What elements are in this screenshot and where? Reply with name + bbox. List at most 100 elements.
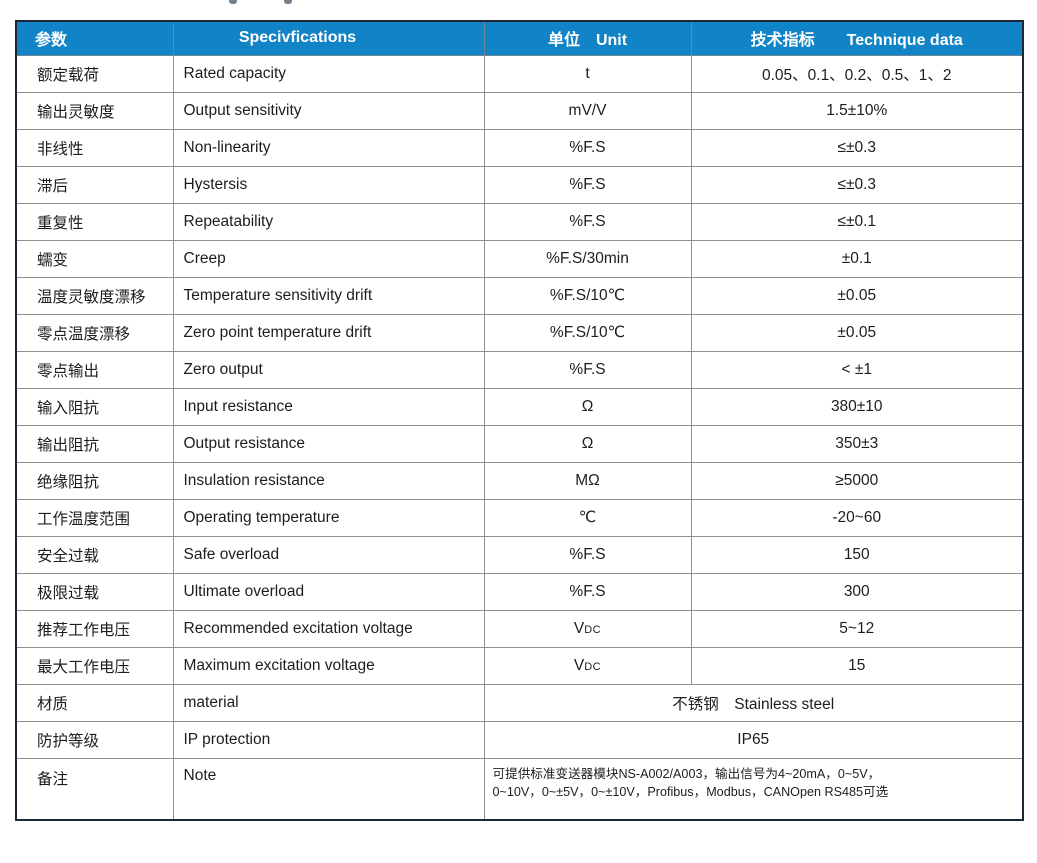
note-line-1: 可提供标准变送器模块NS-A002/A003，输出信号为4~20mA，0~5V， xyxy=(492,766,881,781)
param-en-cell: Ultimate overload xyxy=(172,572,485,611)
table-row-rated-capacity: 额定载荷 Rated capacity t 0.05、0.1、0.2、0.5、1… xyxy=(15,54,1024,93)
header-parameter: 参数 xyxy=(15,20,174,56)
param-cn-cell: 防护等级 xyxy=(15,720,174,759)
table-row-non-linearity: 非线性 Non-linearity %F.S ≤±0.3 xyxy=(15,128,1024,167)
param-cn-cell: 蠕变 xyxy=(15,239,174,278)
param-en-cell: Insulation resistance xyxy=(172,461,485,500)
table-row-maximum-excitation-voltage: 最大工作电压 Maximum excitation voltage VDC 15 xyxy=(15,646,1024,685)
unit-cell: Ω xyxy=(483,424,692,463)
table-row-repeatability: 重复性 Repeatability %F.S ≤±0.1 xyxy=(15,202,1024,241)
unit-main: V xyxy=(573,619,585,637)
clipped-heading-fragment xyxy=(284,0,292,4)
value-cell: ≤±0.3 xyxy=(690,165,1024,204)
unit-cell: VDC xyxy=(483,609,692,648)
param-en-cell: Input resistance xyxy=(172,387,485,426)
param-en-cell: material xyxy=(172,683,485,722)
param-en-cell: Safe overload xyxy=(172,535,485,574)
value-cell: -20~60 xyxy=(690,498,1024,537)
table-row-output-sensitivity: 输出灵敏度 Output sensitivity mV/V 1.5±10% xyxy=(15,91,1024,130)
unit-main: V xyxy=(573,656,585,674)
value-cell: 1.5±10% xyxy=(690,91,1024,130)
value-cell: 5~12 xyxy=(690,609,1024,648)
header-row: 参数 Specivfications 单位 Unit 技术指标 Techniqu… xyxy=(15,20,1024,56)
param-en-cell: Hystersis xyxy=(172,165,485,204)
param-en-cell: Operating temperature xyxy=(172,498,485,537)
param-cn-cell: 材质 xyxy=(15,683,174,722)
param-cn-cell: 推荐工作电压 xyxy=(15,609,174,648)
unit-cell: t xyxy=(483,54,692,93)
table-row-material: 材质 material 不锈钢 Stainless steel xyxy=(15,683,1024,722)
table-row-zero-output: 零点输出 Zero output %F.S < ±1 xyxy=(15,350,1024,389)
param-cn-cell: 额定载荷 xyxy=(15,54,174,93)
value-cell: ±0.05 xyxy=(690,276,1024,315)
param-cn-cell: 零点输出 xyxy=(15,350,174,389)
param-cn-cell: 重复性 xyxy=(15,202,174,241)
value-cell: 380±10 xyxy=(690,387,1024,426)
table-row-temp-sensitivity-drift: 温度灵敏度漂移 Temperature sensitivity drift %F… xyxy=(15,276,1024,315)
unit-cell: %F.S xyxy=(483,202,692,241)
table-row-zero-point-temp-drift: 零点温度漂移 Zero point temperature drift %F.S… xyxy=(15,313,1024,352)
unit-cell: Ω xyxy=(483,387,692,426)
table-row-creep: 蠕变 Creep %F.S/30min ±0.1 xyxy=(15,239,1024,278)
param-cn-cell: 温度灵敏度漂移 xyxy=(15,276,174,315)
header-technique-data: 技术指标 Technique data xyxy=(690,20,1024,56)
table-row-ultimate-overload: 极限过载 Ultimate overload %F.S 300 xyxy=(15,572,1024,611)
unit-subscript: DC xyxy=(584,623,602,636)
value-cell: 350±3 xyxy=(690,424,1024,463)
value-cell: 150 xyxy=(690,535,1024,574)
param-en-cell: Output sensitivity xyxy=(172,91,485,130)
param-cn-cell: 非线性 xyxy=(15,128,174,167)
unit-cell: %F.S xyxy=(483,535,692,574)
param-cn-cell: 输出阻抗 xyxy=(15,424,174,463)
spec-table: 参数 Specivfications 单位 Unit 技术指标 Techniqu… xyxy=(15,20,1024,821)
unit-cell: %F.S/10℃ xyxy=(483,313,692,352)
unit-cell: VDC xyxy=(483,646,692,685)
unit-cell: %F.S xyxy=(483,350,692,389)
header-specifications: Specivfications xyxy=(172,20,485,56)
table-row-insulation-resistance: 绝缘阻抗 Insulation resistance MΩ ≥5000 xyxy=(15,461,1024,500)
param-en-cell: Repeatability xyxy=(172,202,485,241)
param-en-cell: Zero output xyxy=(172,350,485,389)
unit-cell: %F.S/10℃ xyxy=(483,276,692,315)
unit-cell: %F.S xyxy=(483,572,692,611)
param-en-cell: Note xyxy=(172,757,485,821)
param-cn-cell: 滞后 xyxy=(15,165,174,204)
merged-value-cell: 不锈钢 Stainless steel xyxy=(483,683,1024,722)
param-en-cell: Rated capacity xyxy=(172,54,485,93)
value-cell: 300 xyxy=(690,572,1024,611)
table-row-hysteresis: 滞后 Hystersis %F.S ≤±0.3 xyxy=(15,165,1024,204)
table-row-note: 备注 Note 可提供标准变送器模块NS-A002/A003，输出信号为4~20… xyxy=(15,757,1024,821)
table-row-output-resistance: 输出阻抗 Output resistance Ω 350±3 xyxy=(15,424,1024,463)
param-en-cell: Zero point temperature drift xyxy=(172,313,485,352)
table-row-operating-temperature: 工作温度范围 Operating temperature ℃ -20~60 xyxy=(15,498,1024,537)
param-cn-cell: 工作温度范围 xyxy=(15,498,174,537)
param-cn-cell: 输入阻抗 xyxy=(15,387,174,426)
value-cell: 0.05、0.1、0.2、0.5、1、2 xyxy=(690,54,1024,93)
param-en-cell: IP protection xyxy=(172,720,485,759)
unit-cell: %F.S xyxy=(483,128,692,167)
value-cell: ≥5000 xyxy=(690,461,1024,500)
table-row-safe-overload: 安全过载 Safe overload %F.S 150 xyxy=(15,535,1024,574)
merged-value-cell: IP65 xyxy=(483,720,1024,759)
param-en-cell: Non-linearity xyxy=(172,128,485,167)
unit-cell: ℃ xyxy=(483,498,692,537)
unit-cell: mV/V xyxy=(483,91,692,130)
param-cn-cell: 极限过载 xyxy=(15,572,174,611)
header-unit: 单位 Unit xyxy=(483,20,692,56)
unit-subscript: DC xyxy=(584,660,602,673)
param-en-cell: Maximum excitation voltage xyxy=(172,646,485,685)
clipped-heading-fragment xyxy=(229,0,237,4)
value-cell: ≤±0.3 xyxy=(690,128,1024,167)
unit-cell: MΩ xyxy=(483,461,692,500)
unit-cell: %F.S xyxy=(483,165,692,204)
table-row-recommended-excitation-voltage: 推荐工作电压 Recommended excitation voltage VD… xyxy=(15,609,1024,648)
table-row-input-resistance: 输入阻抗 Input resistance Ω 380±10 xyxy=(15,387,1024,426)
value-cell: 15 xyxy=(690,646,1024,685)
note-line-2: 0~10V，0~±5V，0~±10V，Profibus，Modbus，CANOp… xyxy=(492,784,889,799)
unit-cell: %F.S/30min xyxy=(483,239,692,278)
param-cn-cell: 备注 xyxy=(15,757,174,821)
param-cn-cell: 最大工作电压 xyxy=(15,646,174,685)
param-cn-cell: 绝缘阻抗 xyxy=(15,461,174,500)
param-cn-cell: 安全过载 xyxy=(15,535,174,574)
param-en-cell: Output resistance xyxy=(172,424,485,463)
